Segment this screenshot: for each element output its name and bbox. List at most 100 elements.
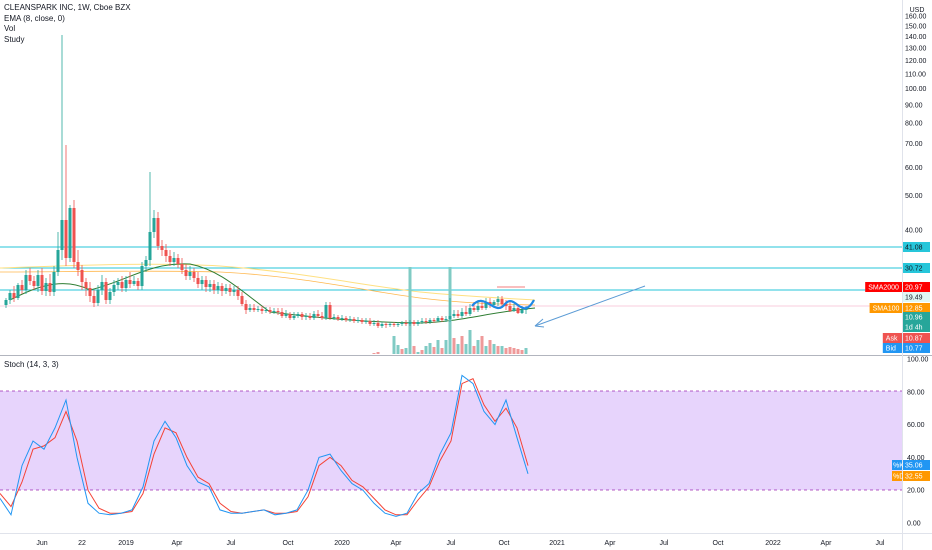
time-tick-label: 2021 (549, 540, 565, 547)
volume-bar (440, 348, 444, 354)
candle-body (56, 250, 60, 272)
candle-body (396, 324, 400, 325)
candle-body (324, 305, 328, 318)
candle-body (40, 275, 44, 291)
price-tick-label: 140.00 (905, 34, 927, 41)
candle-body (508, 306, 512, 311)
candle-body (444, 319, 448, 320)
stoch-legend[interactable]: Stoch (14, 3, 3) (4, 360, 59, 369)
price-tag-value: 10.77 (905, 346, 923, 353)
price-axis[interactable]: 160.00 150.00 140.00 130.00 120.00 110.00 100.… (905, 14, 927, 235)
candle-body (468, 308, 472, 314)
volume-bar (376, 352, 380, 354)
volume-bar (500, 346, 504, 354)
candle-body (220, 286, 224, 291)
candle-body (148, 232, 152, 260)
volume-bar (488, 340, 492, 354)
candle-body (232, 290, 236, 292)
candle-body (416, 322, 420, 324)
candle-body (400, 323, 404, 324)
candle-body (48, 283, 52, 292)
stoch-tick-label: 40.00 (907, 455, 925, 462)
candle-body (96, 290, 100, 303)
time-tick-label: Jul (227, 540, 236, 547)
candle-body (176, 258, 180, 264)
candle-body (404, 323, 408, 324)
volume-bar (396, 345, 400, 354)
volume-bar (492, 344, 496, 354)
volume-bar (496, 346, 500, 354)
candle-body (196, 278, 200, 284)
time-tick-label: 22 (78, 540, 86, 547)
candle-body (524, 309, 528, 310)
candle-body (360, 320, 364, 322)
volume-bar (444, 340, 448, 354)
candles[interactable] (4, 35, 528, 328)
stoch-axis[interactable]: 100.00 80.00 60.00 40.00 20.00 0.00 (907, 357, 929, 528)
candle-body (384, 324, 388, 325)
candle-body (260, 309, 264, 311)
candle-body (4, 300, 8, 305)
candle-body (140, 266, 144, 286)
price-tag-bg (903, 303, 930, 313)
candle-body (216, 286, 220, 290)
candle-body (344, 318, 348, 320)
candle-body (52, 272, 56, 292)
price-tag-bg (903, 263, 930, 273)
vol-legend[interactable]: Vol (4, 24, 16, 33)
price-tick-label: 60.00 (905, 165, 923, 172)
price-tag-bg (903, 333, 930, 343)
candle-body (484, 302, 488, 308)
price-tag-value: 41.08 (905, 245, 923, 252)
price-tag-label-bg (882, 343, 902, 353)
candle-body (120, 282, 124, 288)
candle-body (432, 320, 436, 321)
symbol-title[interactable]: CLEANSPARK INC, 1W, Cboe BZX (4, 3, 131, 12)
candle-body (448, 316, 452, 319)
candle-body (272, 311, 276, 312)
annotations[interactable] (471, 285, 646, 328)
volume-bar (428, 343, 432, 354)
candle-body (512, 308, 516, 311)
price-tick-label: 50.00 (905, 193, 923, 200)
candle-body (32, 281, 36, 286)
volume-bar (424, 346, 428, 354)
candle-body (420, 321, 424, 322)
candle-body (296, 314, 300, 316)
candle-body (504, 304, 508, 306)
candle-body (516, 308, 520, 313)
stoch-tags: %K 35.06%D 32.55 (892, 460, 930, 481)
candle-body (368, 321, 372, 324)
time-axis[interactable]: Jun 22 2019 Apr Jul Oct 2020 Apr Jul Oct 2021 Apr Ju… (36, 540, 885, 547)
price-tick-label: 90.00 (905, 102, 923, 109)
price-tag-bg (903, 292, 930, 302)
candle-body (128, 280, 132, 284)
candle-body (200, 280, 204, 284)
stoch-tag-label: %D (893, 474, 904, 481)
volume-bar (372, 353, 376, 354)
volume-bar (412, 346, 416, 354)
study-legend[interactable]: Study (4, 34, 25, 44)
stoch-tick-label: 60.00 (907, 422, 925, 429)
price-tag-value: 10.96 (905, 315, 923, 322)
price-tag-label: Ask (886, 336, 898, 343)
time-tick-label: Apr (172, 540, 184, 547)
price-tag-label-bg (869, 303, 902, 313)
ema-legend[interactable]: EMA (8, close, 0) (4, 13, 65, 23)
volume-bar (416, 352, 420, 354)
candle-body (88, 288, 92, 296)
candle-body (372, 323, 376, 324)
time-tick-label: 2020 (334, 540, 350, 547)
time-tick-label: Jun (36, 540, 47, 547)
candle-body (348, 319, 352, 320)
price-tag-bg (903, 322, 930, 332)
candle-body (496, 299, 500, 302)
candle-body (72, 208, 76, 262)
candle-body (24, 275, 28, 290)
time-tick-label: 2019 (118, 540, 134, 547)
price-tick-label: 80.00 (905, 121, 923, 128)
stoch-tick-label: 0.00 (907, 521, 921, 528)
candle-body (408, 322, 412, 324)
candle-body (460, 312, 464, 316)
